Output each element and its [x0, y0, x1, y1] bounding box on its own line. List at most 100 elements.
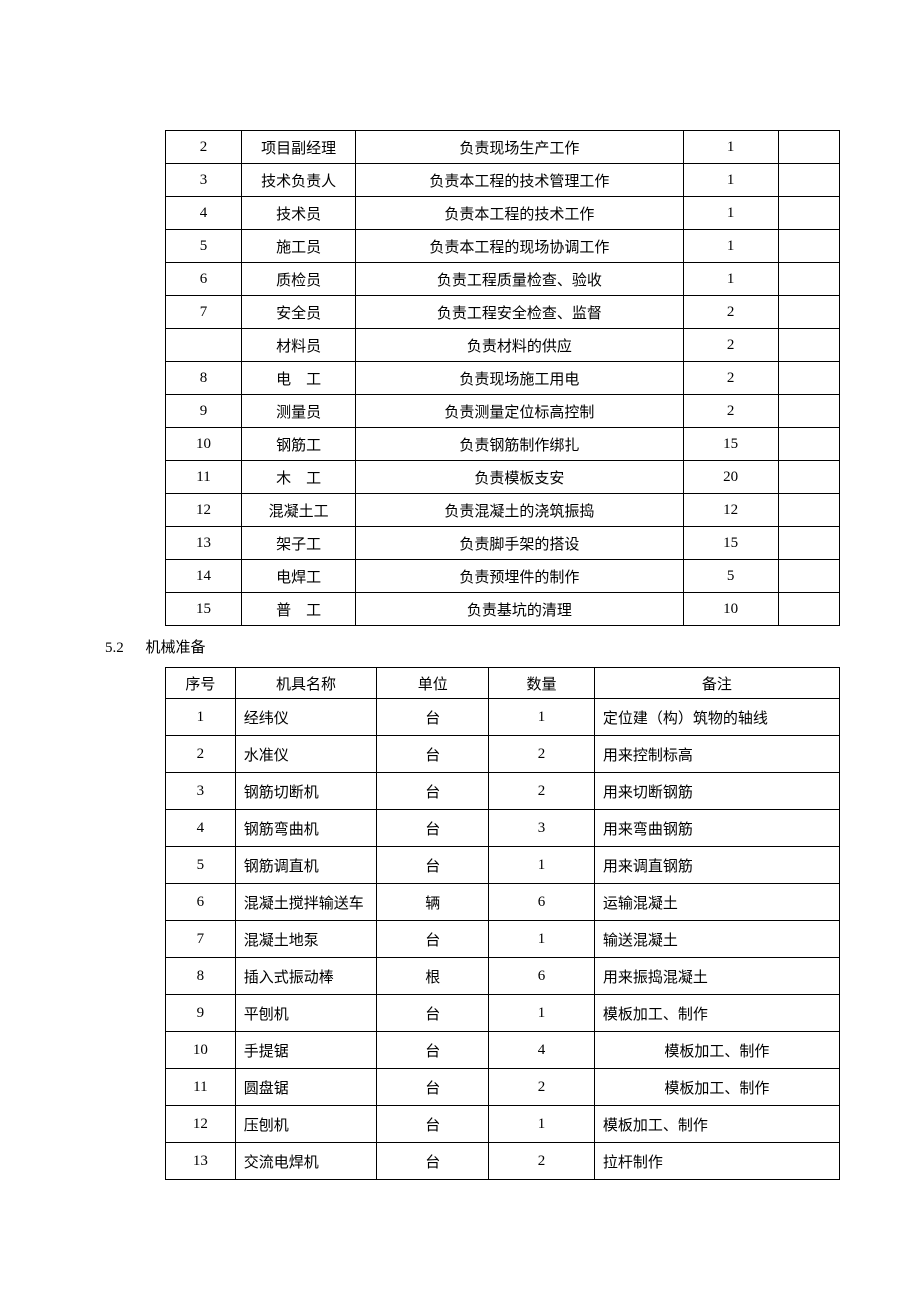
cell-role: 电 工 [242, 362, 356, 395]
cell-note: 运输混凝土 [594, 884, 839, 921]
table-row: 4技术员负责本工程的技术工作1 [166, 197, 840, 230]
cell-duty: 负责预埋件的制作 [356, 560, 683, 593]
cell-no: 12 [166, 1106, 236, 1143]
cell-qty: 1 [683, 164, 778, 197]
cell-unit: 台 [377, 810, 489, 847]
table-row: 11木 工负责模板支安20 [166, 461, 840, 494]
cell-no: 12 [166, 494, 242, 527]
cell-no: 11 [166, 1069, 236, 1106]
cell-note: 用来切断钢筋 [594, 773, 839, 810]
cell-name: 钢筋切断机 [235, 773, 377, 810]
cell-duty: 负责现场生产工作 [356, 131, 683, 164]
cell-qty: 1 [489, 847, 595, 884]
cell-role: 架子工 [242, 527, 356, 560]
cell-note: 定位建（构）筑物的轴线 [594, 699, 839, 736]
cell-note [778, 461, 839, 494]
cell-no: 2 [166, 736, 236, 773]
cell-qty: 6 [489, 958, 595, 995]
cell-role: 钢筋工 [242, 428, 356, 461]
cell-note [778, 395, 839, 428]
cell-no: 4 [166, 810, 236, 847]
cell-qty: 1 [489, 1106, 595, 1143]
cell-note [778, 593, 839, 626]
cell-name: 手提锯 [235, 1032, 377, 1069]
cell-qty: 20 [683, 461, 778, 494]
cell-name: 圆盘锯 [235, 1069, 377, 1106]
personnel-table-container: 2项目副经理负责现场生产工作13技术负责人负责本工程的技术管理工作14技术员负责… [165, 130, 840, 626]
cell-role: 混凝土工 [242, 494, 356, 527]
cell-no: 3 [166, 164, 242, 197]
cell-name: 交流电焊机 [235, 1143, 377, 1180]
cell-note [778, 362, 839, 395]
cell-no: 13 [166, 527, 242, 560]
cell-role: 项目副经理 [242, 131, 356, 164]
cell-unit: 台 [377, 736, 489, 773]
cell-no: 6 [166, 263, 242, 296]
table-row: 9平刨机台1模板加工、制作 [166, 995, 840, 1032]
cell-qty: 10 [683, 593, 778, 626]
table-row: 10钢筋工负责钢筋制作绑扎15 [166, 428, 840, 461]
cell-role: 材料员 [242, 329, 356, 362]
cell-no: 1 [166, 699, 236, 736]
cell-note: 模板加工、制作 [594, 1106, 839, 1143]
table-row: 14电焊工负责预埋件的制作5 [166, 560, 840, 593]
cell-unit: 台 [377, 1069, 489, 1106]
cell-no: 5 [166, 847, 236, 884]
cell-note: 输送混凝土 [594, 921, 839, 958]
table-row: 3技术负责人负责本工程的技术管理工作1 [166, 164, 840, 197]
cell-qty: 1 [489, 995, 595, 1032]
cell-duty: 负责现场施工用电 [356, 362, 683, 395]
cell-no: 3 [166, 773, 236, 810]
cell-unit: 台 [377, 773, 489, 810]
cell-role: 技术负责人 [242, 164, 356, 197]
cell-role: 普 工 [242, 593, 356, 626]
cell-qty: 1 [683, 230, 778, 263]
table-row: 材料员负责材料的供应2 [166, 329, 840, 362]
header-no: 序号 [166, 668, 236, 699]
personnel-table: 2项目副经理负责现场生产工作13技术负责人负责本工程的技术管理工作14技术员负责… [165, 130, 840, 626]
cell-qty: 1 [683, 131, 778, 164]
table-row: 5施工员负责本工程的现场协调工作1 [166, 230, 840, 263]
cell-duty: 负责钢筋制作绑扎 [356, 428, 683, 461]
cell-note: 模板加工、制作 [594, 1032, 839, 1069]
table-row: 5钢筋调直机台1用来调直钢筋 [166, 847, 840, 884]
cell-duty: 负责模板支安 [356, 461, 683, 494]
table-row: 8电 工负责现场施工用电2 [166, 362, 840, 395]
cell-qty: 15 [683, 428, 778, 461]
cell-no: 5 [166, 230, 242, 263]
table-row: 9测量员负责测量定位标高控制2 [166, 395, 840, 428]
cell-duty: 负责本工程的技术工作 [356, 197, 683, 230]
cell-unit: 台 [377, 847, 489, 884]
cell-qty: 1 [489, 921, 595, 958]
cell-no: 15 [166, 593, 242, 626]
cell-no: 14 [166, 560, 242, 593]
cell-note [778, 197, 839, 230]
cell-qty: 2 [489, 1143, 595, 1180]
cell-qty: 2 [489, 1069, 595, 1106]
cell-duty: 负责工程质量检查、验收 [356, 263, 683, 296]
cell-name: 混凝土搅拌输送车 [235, 884, 377, 921]
cell-role: 测量员 [242, 395, 356, 428]
cell-qty: 2 [489, 736, 595, 773]
cell-note: 用来调直钢筋 [594, 847, 839, 884]
cell-note: 拉杆制作 [594, 1143, 839, 1180]
cell-note [778, 263, 839, 296]
cell-unit: 台 [377, 1032, 489, 1069]
cell-role: 施工员 [242, 230, 356, 263]
cell-qty: 3 [489, 810, 595, 847]
cell-duty: 负责工程安全检查、监督 [356, 296, 683, 329]
cell-no [166, 329, 242, 362]
cell-qty: 4 [489, 1032, 595, 1069]
cell-unit: 根 [377, 958, 489, 995]
table-row: 7混凝土地泵台1输送混凝土 [166, 921, 840, 958]
cell-note: 用来弯曲钢筋 [594, 810, 839, 847]
cell-note [778, 428, 839, 461]
cell-unit: 台 [377, 995, 489, 1032]
header-name: 机具名称 [235, 668, 377, 699]
cell-role: 质检员 [242, 263, 356, 296]
table-row: 12混凝土工负责混凝土的浇筑振捣12 [166, 494, 840, 527]
cell-no: 11 [166, 461, 242, 494]
cell-no: 13 [166, 1143, 236, 1180]
cell-no: 9 [166, 395, 242, 428]
cell-qty: 6 [489, 884, 595, 921]
